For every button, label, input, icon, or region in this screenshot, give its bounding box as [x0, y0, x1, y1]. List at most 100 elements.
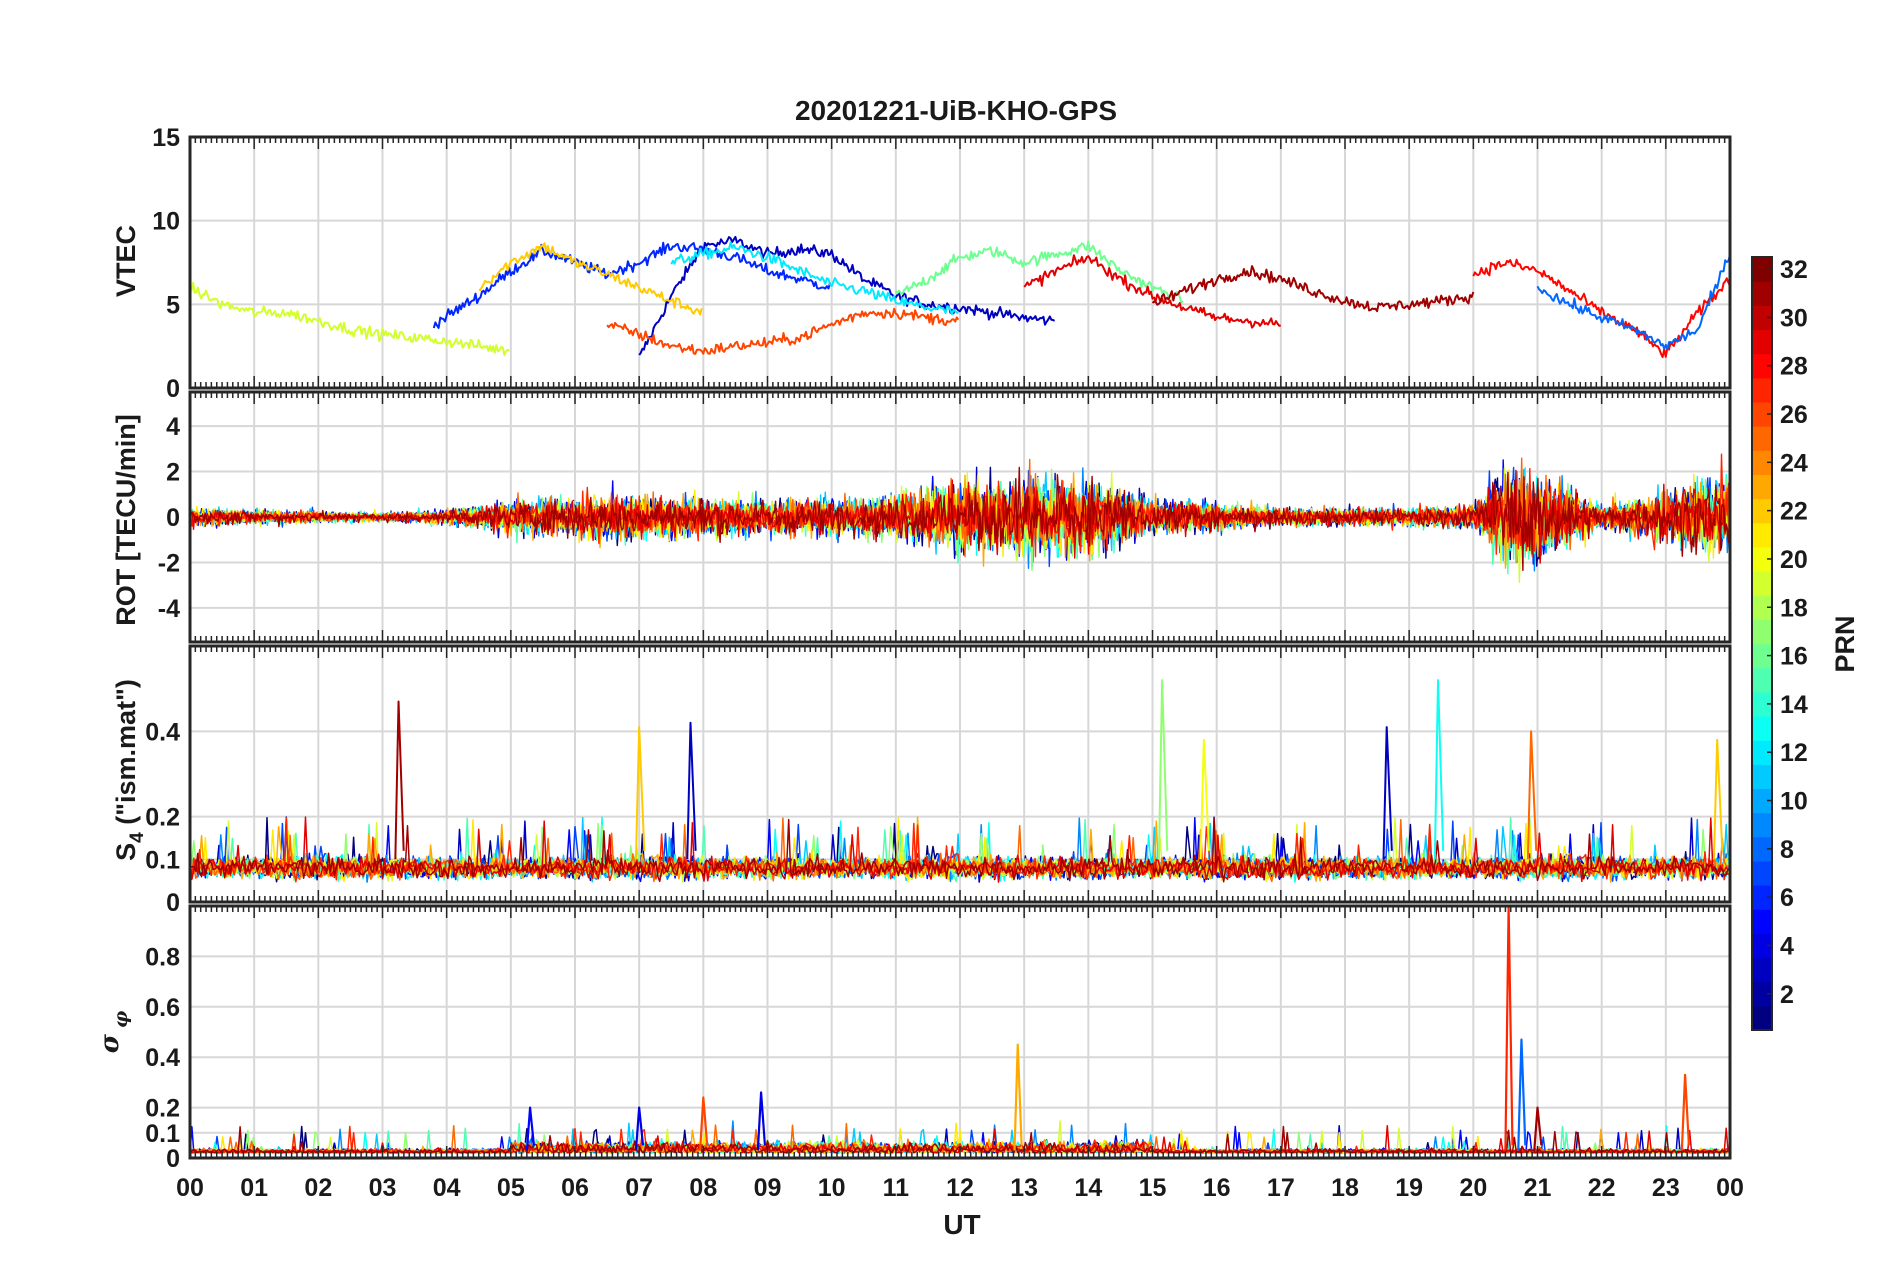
vtec-series-prn-28 [1472, 258, 1731, 359]
x-tick-label: 01 [240, 1174, 268, 1202]
sigma-ylabel: σφ [95, 1011, 132, 1053]
colorbar-tick-label: 14 [1780, 691, 1808, 719]
colorbar-bin-prn-13 [1752, 715, 1772, 741]
y-tick-label: 0.4 [145, 1044, 180, 1072]
y-tick-label: 0.2 [145, 804, 180, 832]
x-tick-label: 23 [1652, 1174, 1680, 1202]
colorbar-tick-label: 6 [1780, 884, 1794, 912]
s4-ylabel: S4 ("ism.mat") [111, 679, 148, 861]
colorbar-tick-label: 10 [1780, 788, 1808, 816]
colorbar-bin-prn-21 [1752, 522, 1772, 548]
colorbar-tick-label: 18 [1780, 594, 1808, 622]
colorbar-tick-label: 24 [1780, 449, 1808, 477]
y-tick-label: 0.2 [145, 1095, 180, 1123]
vtec-panel: 0 5 10 15 [152, 124, 1732, 403]
series-lines [189, 679, 1729, 883]
s4-ylabel-rest: ("ism.mat") [111, 679, 141, 832]
colorbar-label: PRN [1830, 615, 1860, 672]
colorbar-bin-prn-19 [1752, 571, 1772, 596]
colorbar-bin-prn-26 [1752, 401, 1772, 427]
y-tick-label: 0.4 [145, 718, 180, 746]
x-tick-label: 10 [818, 1174, 846, 1202]
colorbar-bin-prn-2 [1752, 981, 1772, 1007]
x-tick-label: 08 [689, 1174, 717, 1202]
series-lines [189, 235, 1731, 359]
s4-spike-prn-31 [394, 700, 405, 860]
s4-panel: 0 0.1 0.2 0.4 [145, 644, 1732, 917]
colorbar-bin-prn-11 [1752, 764, 1772, 790]
x-tick-label: 02 [304, 1174, 332, 1202]
x-tick-label: 13 [1010, 1174, 1038, 1202]
sigma-spike-prn-4 [756, 1091, 767, 1151]
colorbar-tick-label: 22 [1780, 498, 1808, 526]
rot-series-prn-31 [189, 466, 1731, 572]
x-axis-label: UT [943, 1209, 980, 1240]
x-tick-label: 18 [1331, 1174, 1359, 1202]
y-tick-label: 4 [166, 413, 180, 441]
colorbar-bin-prn-3 [1752, 957, 1772, 983]
x-tick-label: 21 [1524, 1174, 1552, 1202]
x-tick-label: 05 [497, 1174, 525, 1202]
sigma-spike-prn-26 [1680, 1073, 1691, 1151]
x-tick-label: 16 [1203, 1174, 1231, 1202]
x-tick-label: 14 [1074, 1174, 1102, 1202]
s4-ylabel-main: S [111, 843, 141, 861]
s4-spike-prn-13 [1433, 679, 1445, 860]
sigma-ylabel-sub: φ [110, 1011, 132, 1028]
colorbar-bin-prn-25 [1752, 426, 1772, 451]
colorbar-tick-label: 32 [1780, 256, 1808, 284]
vtec-ylabel: VTEC [111, 225, 141, 297]
axes-frame [188, 390, 1732, 644]
sigma-spike-prn-23 [1013, 1043, 1023, 1151]
y-tick-label: 0.1 [145, 846, 180, 874]
chart-title: 20201221-UiB-KHO-GPS [795, 95, 1117, 126]
colorbar-bin-prn-14 [1752, 691, 1772, 717]
x-tick-label: 09 [754, 1174, 782, 1202]
sigma-phi-panel: 00.10.2 0.4 0.6 0.8 [145, 904, 1732, 1173]
colorbar-bin-prn-27 [1752, 377, 1772, 403]
vtec-series-prn-16 [894, 240, 1184, 304]
vtec-series-prn-26 [606, 307, 960, 355]
s4-series-prn-27 [189, 817, 1729, 883]
y-tick-label: 5 [166, 291, 180, 319]
x-tick-label: 20 [1459, 1174, 1487, 1202]
x-tick-label: 12 [946, 1174, 974, 1202]
s4-spike-prn-17 [1157, 679, 1169, 860]
s4-spike-prn-22 [1712, 738, 1724, 860]
y-tick-label: 0 [166, 889, 180, 917]
y-tick-label: 0.1 [145, 1120, 180, 1148]
colorbar-bin-prn-24 [1752, 450, 1772, 476]
colorbar-bin-prn-32 [1752, 257, 1772, 282]
colorbar-bin-prn-20 [1752, 546, 1772, 572]
sigma-ylabel-main: σ [95, 1033, 125, 1053]
sigma-spike-prn-8 [1517, 1038, 1527, 1151]
colorbar-tick-label: 16 [1780, 643, 1808, 671]
colorbar-tick-label: 8 [1780, 836, 1794, 864]
x-tick-label: 03 [369, 1174, 397, 1202]
x-tick-label: 11 [883, 1174, 910, 1202]
y-tick-label: 0 [166, 375, 180, 403]
vtec-series-prn-31 [1151, 265, 1475, 313]
s4-spike-prn-22 [634, 726, 646, 860]
y-tick-label: -4 [158, 595, 180, 623]
colorbar-bin-prn-31 [1752, 281, 1772, 306]
colorbar-bin-prn-17 [1752, 619, 1772, 645]
rot-panel: -4 -2 0 2 4 [158, 390, 1732, 644]
s4-spike-prn-3 [1382, 726, 1393, 860]
vtec-series-prn-8 [1536, 254, 1731, 350]
colorbar-bin-prn-1 [1752, 1005, 1772, 1031]
y-tick-label: 10 [152, 208, 180, 236]
colorbar-tick-label: 2 [1780, 981, 1794, 1009]
colorbar-tick-label: 12 [1780, 739, 1808, 767]
x-tick-label: 17 [1267, 1174, 1295, 1202]
vtec-series-prn-6 [432, 241, 832, 329]
sigma-spike-prn-4 [634, 1106, 645, 1151]
colorbar-bin-prn-18 [1752, 595, 1772, 620]
sigma-spike-prn-31 [1533, 1106, 1543, 1151]
rot-ylabel: ROT [TECU/min] [111, 414, 141, 625]
y-tick-label: 0.8 [145, 943, 180, 971]
vtec-series-prn-22 [478, 242, 703, 316]
y-tick-label: 2 [166, 459, 180, 487]
